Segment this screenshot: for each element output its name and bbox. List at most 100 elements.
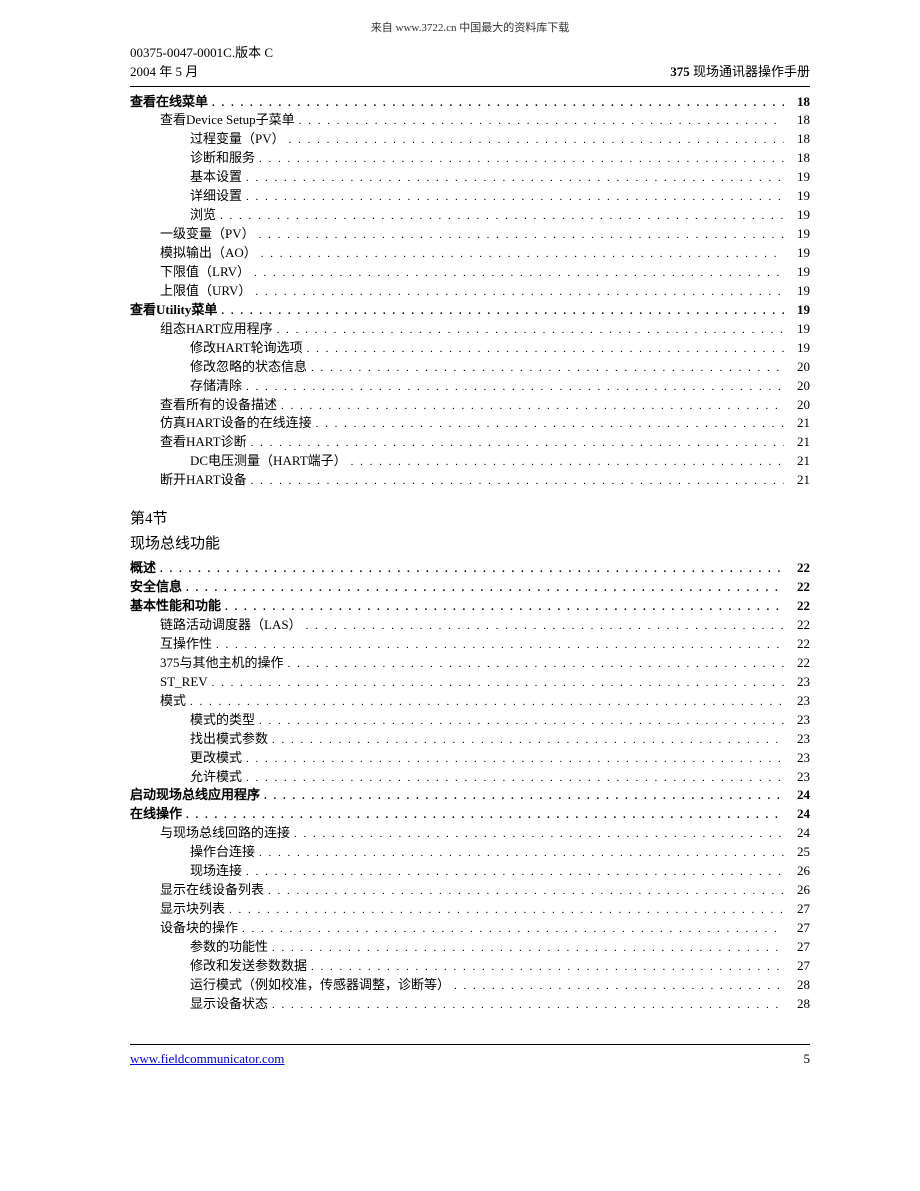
toc-label: 修改和发送参数数据	[190, 957, 307, 976]
toc-page-number: 20	[788, 358, 810, 377]
toc-page-number: 20	[788, 396, 810, 415]
toc-entry: 浏览19	[130, 206, 810, 225]
toc-leader-dots	[261, 244, 784, 263]
toc-page-number: 21	[788, 452, 810, 471]
toc-leader-dots	[186, 578, 784, 597]
doc-id: 00375-0047-0001C.版本 C	[130, 43, 273, 63]
toc-page-number: 18	[788, 93, 810, 112]
toc-leader-dots	[311, 358, 784, 377]
toc-entry: 运行模式（例如校准，传感器调整，诊断等）28	[130, 976, 810, 995]
toc-leader-dots	[251, 471, 784, 490]
toc-page-number: 26	[788, 881, 810, 900]
footer-link[interactable]: www.fieldcommunicator.com	[130, 1049, 284, 1069]
toc-leader-dots	[259, 843, 784, 862]
toc-leader-dots	[281, 396, 784, 415]
toc-page-number: 23	[788, 692, 810, 711]
toc-leader-dots	[259, 711, 784, 730]
toc-leader-dots	[160, 559, 784, 578]
toc-leader-dots	[186, 805, 784, 824]
toc-label: 修改忽略的状态信息	[190, 358, 307, 377]
toc-entry: 查看Utility菜单19	[130, 301, 810, 320]
toc-entry: 模式的类型 23	[130, 711, 810, 730]
toc-leader-dots	[316, 414, 784, 433]
page-footer: www.fieldcommunicator.com 5	[130, 1049, 810, 1069]
toc-page-number: 21	[788, 414, 810, 433]
toc-leader-dots	[221, 301, 784, 320]
toc-leader-dots	[294, 824, 784, 843]
page-header: 00375-0047-0001C.版本 C 2004 年 5 月 375 现场通…	[130, 43, 810, 82]
toc-entry: 诊断和服务18	[130, 149, 810, 168]
toc-label: 一级变量（PV）	[160, 225, 255, 244]
source-line: 来自 www.3722.cn 中国最大的资料库下载	[130, 20, 810, 37]
toc-label: 过程变量（PV）	[190, 130, 285, 149]
toc-leader-dots	[246, 168, 784, 187]
toc-page-number: 24	[788, 805, 810, 824]
toc-entry: 修改忽略的状态信息 20	[130, 358, 810, 377]
toc-page-number: 18	[788, 149, 810, 168]
footer-page-number: 5	[804, 1049, 811, 1069]
toc-leader-dots	[272, 938, 784, 957]
toc-label: 操作台连接	[190, 843, 255, 862]
toc-entry: 安全信息22	[130, 578, 810, 597]
toc-label: 查看Utility菜单	[130, 301, 217, 320]
toc-label: 存储清除	[190, 377, 242, 396]
section-4-heading: 第4节	[130, 508, 810, 531]
toc-label: 查看所有的设备描述	[160, 396, 277, 415]
doc-date: 2004 年 5 月	[130, 62, 273, 82]
toc-leader-dots	[289, 130, 784, 149]
toc-entry: 组态HART应用程序 19	[130, 320, 810, 339]
header-rule	[130, 86, 810, 87]
toc-label: 参数的功能性	[190, 938, 268, 957]
toc-entry: 互操作性 22	[130, 635, 810, 654]
toc-entry: 操作台连接 25	[130, 843, 810, 862]
toc-page-number: 22	[788, 635, 810, 654]
toc-label: 组态HART应用程序	[160, 320, 273, 339]
toc-entry: 找出模式参数23	[130, 730, 810, 749]
toc-leader-dots	[255, 282, 784, 301]
toc-leader-dots	[246, 862, 784, 881]
title-prefix: 375	[670, 64, 690, 79]
toc-page-number: 27	[788, 919, 810, 938]
toc-entry: 基本性能和功能22	[130, 597, 810, 616]
toc-entry: 仿真HART设备的在线连接21	[130, 414, 810, 433]
toc-page-number: 22	[788, 597, 810, 616]
toc-label: 断开HART设备	[160, 471, 247, 490]
toc-leader-dots	[272, 995, 784, 1014]
toc-label: 模式的类型	[190, 711, 255, 730]
toc-label: 模式	[160, 692, 186, 711]
toc-page-number: 20	[788, 377, 810, 396]
header-right: 375 现场通讯器操作手册	[670, 62, 810, 82]
toc-page-number: 24	[788, 786, 810, 805]
title-rest: 现场通讯器操作手册	[690, 64, 810, 79]
toc-label: ST_REV	[160, 673, 208, 692]
toc-leader-dots	[251, 433, 784, 452]
toc-leader-dots	[272, 730, 784, 749]
toc-page-number: 24	[788, 824, 810, 843]
toc-label: 模拟输出（AO）	[160, 244, 257, 263]
toc-page-number: 28	[788, 995, 810, 1014]
toc-page-number: 19	[788, 206, 810, 225]
toc-entry: ST_REV 23	[130, 673, 810, 692]
toc-page-number: 22	[788, 578, 810, 597]
toc-label: 查看在线菜单	[130, 93, 208, 112]
toc-leader-dots	[246, 187, 784, 206]
toc-page-number: 19	[788, 320, 810, 339]
toc-leader-dots	[268, 881, 784, 900]
toc-page-number: 25	[788, 843, 810, 862]
footer-rule	[130, 1044, 810, 1045]
toc-entry: 链路活动调度器（LAS）22	[130, 616, 810, 635]
toc-label: 运行模式（例如校准，传感器调整，诊断等）	[190, 976, 450, 995]
toc-page-number: 19	[788, 339, 810, 358]
toc-leader-dots	[190, 692, 784, 711]
toc-leader-dots	[264, 786, 784, 805]
toc-page-number: 23	[788, 711, 810, 730]
toc-label: 基本设置	[190, 168, 242, 187]
toc-page-number: 23	[788, 730, 810, 749]
toc-entry: 修改和发送参数数据27	[130, 957, 810, 976]
toc-leader-dots	[299, 111, 784, 130]
toc-label: 互操作性	[160, 635, 212, 654]
toc-page-number: 23	[788, 673, 810, 692]
toc-entry: 设备块的操作27	[130, 919, 810, 938]
toc-label: 下限值（LRV）	[160, 263, 250, 282]
toc-leader-dots	[246, 749, 784, 768]
